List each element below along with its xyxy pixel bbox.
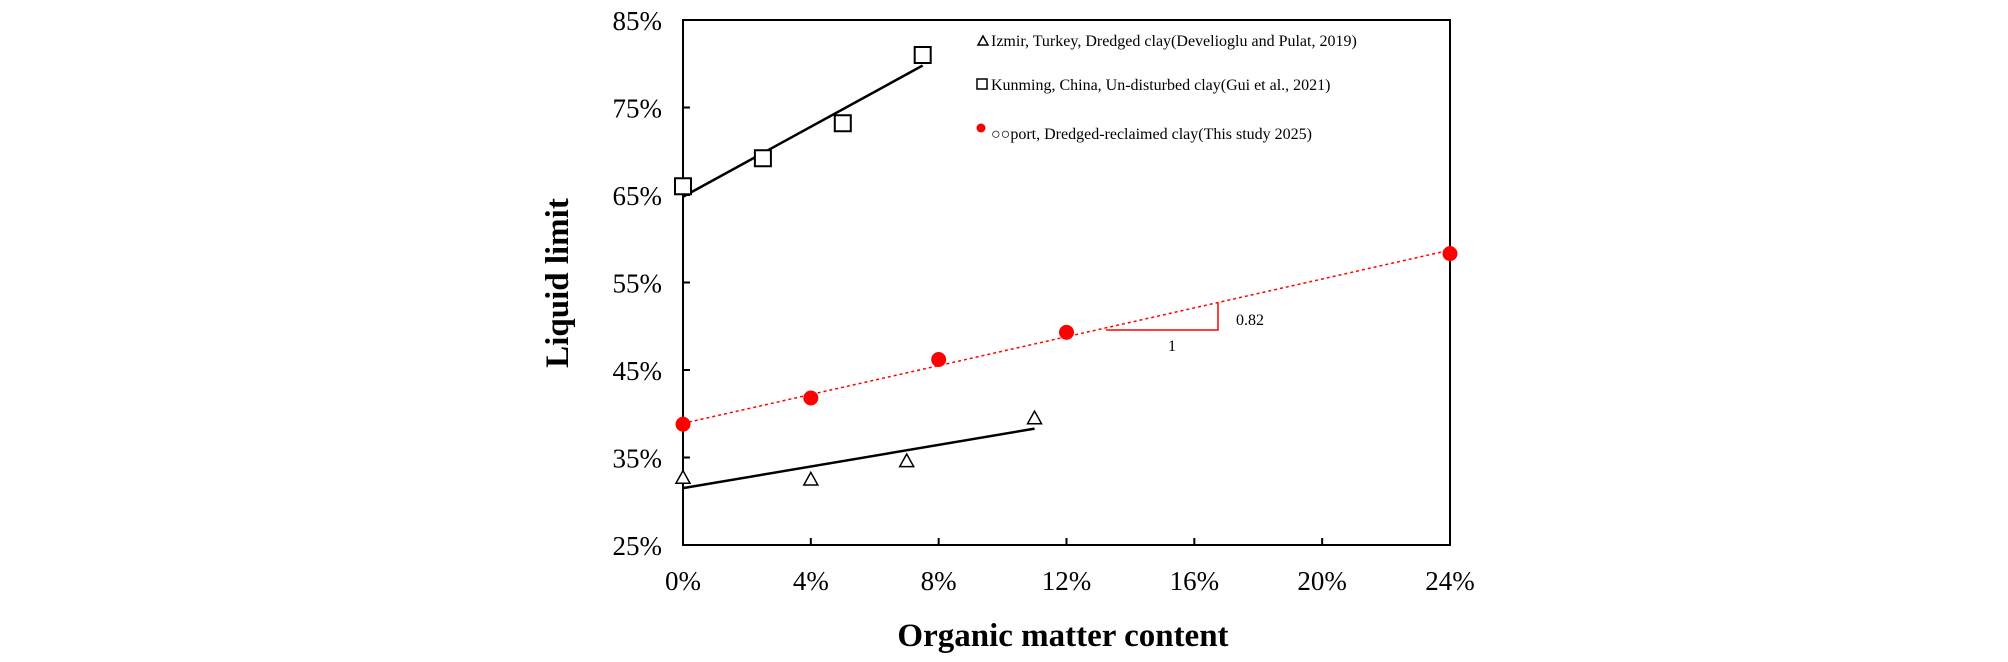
legend-marker-circle: [976, 123, 986, 133]
legend-label-izmir: Izmir, Turkey, Dredged clay(Develioglu a…: [991, 33, 1357, 50]
x-tick-label: 16%: [1170, 566, 1220, 596]
axis-ticks: 0% 4% 8% 12% 16% 20% 24% 25% 35% 45% 55% 65% 75% 85%: [613, 6, 1475, 596]
data-point-triangle: [802, 470, 820, 486]
plot-area: [682, 19, 1451, 546]
fit-line-1: [682, 64, 924, 198]
y-tick-label: 55%: [613, 269, 663, 299]
y-tick-label: 45%: [613, 356, 663, 386]
x-tick-label: 20%: [1297, 566, 1347, 596]
fit-lines: [682, 64, 1451, 490]
data-point-circle: [675, 416, 691, 432]
data-point-triangle: [898, 452, 915, 468]
slope-run-label: 1: [1168, 338, 1176, 355]
y-tick-label: 35%: [613, 444, 663, 474]
data-point-circle: [931, 352, 947, 367]
data-point-square: [833, 114, 852, 133]
slope-triangle: 0.82 1: [1106, 303, 1264, 355]
data-point-circle: [1059, 324, 1074, 340]
data-point-circle: [803, 390, 819, 406]
x-tick-label: 8%: [921, 566, 957, 596]
x-tick-label: 0%: [665, 566, 701, 596]
x-tick-label: 12%: [1042, 566, 1092, 596]
data-point-square: [674, 177, 692, 196]
legend-label-this-study: ○○port, Dredged-reclaimed clay(This stud…: [991, 126, 1312, 143]
data-point-triangle: [674, 469, 692, 484]
data-point-triangle: [1026, 409, 1043, 425]
data-points: [674, 46, 1458, 486]
x-tick-label: 4%: [793, 566, 829, 596]
data-point-square: [913, 46, 932, 64]
y-axis-title: Liquid limit: [540, 198, 576, 368]
y-tick-label: 75%: [613, 94, 663, 124]
slope-rise-label: 0.82: [1236, 312, 1264, 329]
fit-line-2: [682, 249, 1451, 425]
legend: Izmir, Turkey, Dredged clay(Develioglu a…: [976, 33, 1357, 143]
legend-label-kunming: Kunming, China, Un-disturbed clay(Gui et…: [991, 77, 1331, 94]
data-point-square: [753, 149, 772, 168]
y-tick-label: 25%: [613, 531, 663, 561]
fit-line-0: [682, 427, 1035, 490]
y-tick-label: 85%: [613, 6, 663, 36]
slope-triangle-lines: [1106, 303, 1219, 331]
legend-marker-square: [976, 78, 988, 90]
y-tick-label: 65%: [613, 181, 663, 211]
data-point-circle: [1442, 246, 1458, 262]
x-axis-title: Organic matter content: [897, 618, 1228, 654]
x-tick-label: 24%: [1425, 566, 1475, 596]
legend-marker-triangle: [976, 34, 990, 46]
